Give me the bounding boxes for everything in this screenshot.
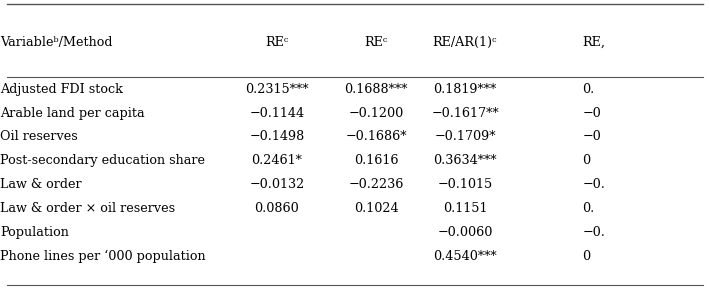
Text: Post-secondary education share: Post-secondary education share xyxy=(0,154,205,167)
Text: 0.3634***: 0.3634*** xyxy=(433,154,497,167)
Text: REᶜ: REᶜ xyxy=(266,36,288,49)
Text: 0: 0 xyxy=(582,250,590,263)
Text: −0: −0 xyxy=(582,107,601,119)
Text: −0.0132: −0.0132 xyxy=(249,178,305,191)
Text: −0.1498: −0.1498 xyxy=(249,131,305,143)
Text: Arable land per capita: Arable land per capita xyxy=(0,107,145,119)
Text: 0.4540***: 0.4540*** xyxy=(433,250,497,263)
Text: Population: Population xyxy=(0,226,69,239)
Text: −0.1200: −0.1200 xyxy=(349,107,404,119)
Text: 0: 0 xyxy=(582,154,590,167)
Text: 0.1688***: 0.1688*** xyxy=(344,83,408,95)
Text: −0.1709*: −0.1709* xyxy=(435,131,496,143)
Text: 0.1616: 0.1616 xyxy=(354,154,398,167)
Text: −0.2236: −0.2236 xyxy=(349,178,404,191)
Text: 0.2315***: 0.2315*** xyxy=(245,83,309,95)
Text: Variableᵇ/Method: Variableᵇ/Method xyxy=(0,36,112,49)
Text: −0.1686*: −0.1686* xyxy=(346,131,407,143)
Text: RE/AR(1)ᶜ: RE/AR(1)ᶜ xyxy=(433,36,497,49)
Text: Oil reserves: Oil reserves xyxy=(0,131,78,143)
Text: Law & order: Law & order xyxy=(0,178,82,191)
Text: 0.1151: 0.1151 xyxy=(443,202,487,215)
Text: 0.: 0. xyxy=(582,83,594,95)
Text: −0.: −0. xyxy=(582,178,605,191)
Text: −0.1015: −0.1015 xyxy=(437,178,493,191)
Text: 0.2461*: 0.2461* xyxy=(251,154,302,167)
Text: 0.1024: 0.1024 xyxy=(354,202,398,215)
Text: −0.1617**: −0.1617** xyxy=(431,107,499,119)
Text: REᶜ: REᶜ xyxy=(365,36,388,49)
Text: −0.1144: −0.1144 xyxy=(249,107,305,119)
Text: −0: −0 xyxy=(582,131,601,143)
Text: 0.: 0. xyxy=(582,202,594,215)
Text: RE,: RE, xyxy=(582,36,605,49)
Text: Adjusted FDI stock: Adjusted FDI stock xyxy=(0,83,123,95)
Text: Law & order × oil reserves: Law & order × oil reserves xyxy=(0,202,175,215)
Text: 0.1819***: 0.1819*** xyxy=(433,83,497,95)
Text: 0.0860: 0.0860 xyxy=(254,202,300,215)
Text: Phone lines per ‘000 population: Phone lines per ‘000 population xyxy=(0,250,206,263)
Text: −0.: −0. xyxy=(582,226,605,239)
Text: −0.0060: −0.0060 xyxy=(437,226,493,239)
